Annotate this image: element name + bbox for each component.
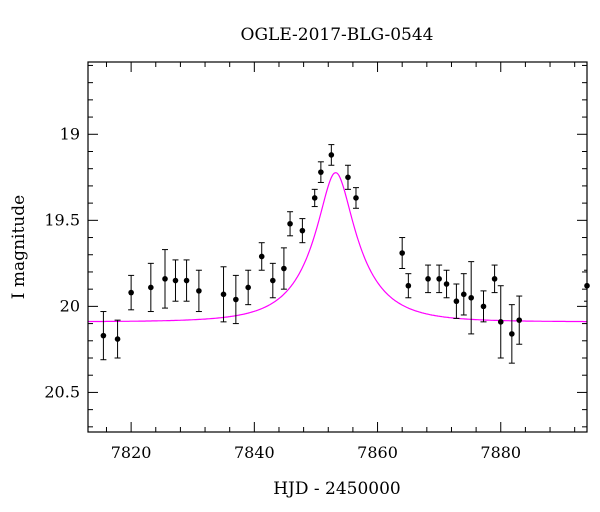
data-point — [491, 264, 498, 294]
data-point — [399, 237, 406, 270]
data-marker — [196, 288, 202, 294]
data-marker — [436, 276, 442, 282]
data-point — [453, 283, 460, 319]
data-marker — [128, 289, 134, 296]
y-tick-label: 20.5 — [44, 382, 80, 401]
data-marker — [287, 220, 293, 227]
data-marker — [281, 265, 287, 272]
data-point — [258, 242, 265, 271]
data-point — [468, 261, 475, 335]
chart-title: OGLE-2017-BLG-0544 — [241, 25, 434, 45]
data-marker — [172, 277, 179, 284]
data-marker — [399, 250, 405, 256]
y-tick-label: 19.5 — [44, 210, 80, 229]
axis-ticks — [88, 62, 587, 432]
data-marker — [311, 195, 318, 201]
axis-tick-labels: 7820 7840 7860 7880 19 19.5 20 20.5 — [44, 124, 521, 462]
data-marker — [425, 276, 431, 282]
y-tick-label: 20 — [60, 296, 80, 315]
data-point — [128, 274, 135, 311]
data-marker — [318, 169, 324, 175]
y-axis-label: I magnitude — [9, 195, 29, 299]
data-point — [443, 269, 450, 299]
data-marker — [468, 294, 474, 301]
data-marker — [162, 276, 168, 282]
data-marker — [328, 152, 335, 158]
data-point — [195, 269, 202, 313]
data-marker — [114, 336, 121, 342]
data-marker — [497, 319, 504, 325]
data-marker — [480, 303, 487, 310]
data-marker — [183, 277, 190, 284]
data-marker — [453, 298, 460, 305]
data-marker — [245, 284, 251, 291]
data-marker — [491, 276, 498, 282]
data-marker — [443, 281, 450, 287]
data-marker — [405, 282, 412, 289]
data-point — [245, 269, 252, 306]
data-marker — [460, 291, 467, 298]
data-point — [352, 187, 359, 209]
data-point — [405, 273, 412, 299]
data-point — [508, 304, 515, 364]
data-point — [516, 295, 523, 345]
data-point — [328, 144, 335, 166]
data-point — [232, 274, 239, 325]
data-marker — [270, 277, 276, 284]
data-point — [460, 273, 467, 316]
data-point — [100, 311, 107, 361]
data-point — [269, 262, 276, 299]
data-point — [287, 211, 294, 237]
data-marker — [516, 317, 523, 323]
data-point — [497, 285, 504, 359]
data-point — [162, 249, 169, 309]
data-point — [299, 218, 306, 244]
x-axis-label: HJD - 2450000 — [273, 479, 401, 499]
data-marker — [509, 331, 515, 337]
data-marker — [345, 174, 351, 181]
data-point — [436, 264, 443, 294]
x-tick-label: 7860 — [357, 443, 398, 462]
data-point — [317, 161, 324, 183]
x-tick-label: 7880 — [480, 443, 521, 462]
y-tick-label: 19 — [60, 124, 80, 143]
data-point — [344, 164, 351, 190]
data-marker — [233, 296, 239, 303]
data-marker — [299, 227, 306, 234]
data-point — [220, 266, 227, 323]
data-point — [147, 262, 154, 313]
data-point — [280, 247, 287, 290]
data-marker — [148, 284, 154, 291]
data-point — [480, 290, 487, 323]
data-point — [172, 259, 179, 302]
data-point — [114, 319, 121, 359]
data-point — [425, 264, 432, 294]
x-tick-label: 7820 — [111, 443, 152, 462]
data-marker — [258, 253, 265, 260]
data-point — [183, 259, 190, 302]
data-points — [100, 144, 590, 364]
plot-frame — [87, 61, 588, 433]
data-point — [311, 188, 318, 208]
data-marker — [100, 332, 107, 339]
x-tick-label: 7840 — [234, 443, 275, 462]
model-curve — [88, 172, 587, 323]
data-marker — [353, 195, 359, 201]
data-marker — [220, 291, 227, 298]
